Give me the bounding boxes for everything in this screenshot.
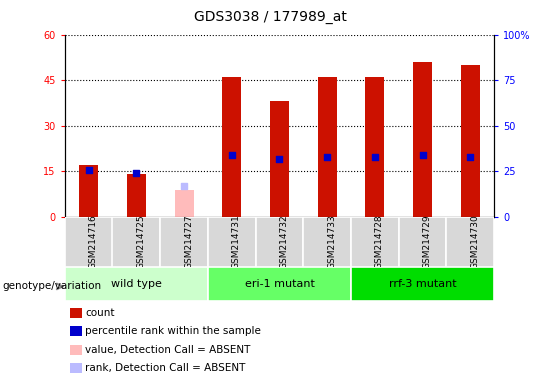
- Point: [84, 167, 93, 173]
- Text: GSM214727: GSM214727: [184, 215, 193, 269]
- Bar: [303, 217, 351, 267]
- Text: rrf-3 mutant: rrf-3 mutant: [389, 279, 456, 289]
- Bar: [447, 217, 494, 267]
- Point: [418, 152, 427, 158]
- Bar: [65, 217, 112, 267]
- Point: [227, 152, 236, 158]
- Text: eri-1 mutant: eri-1 mutant: [245, 279, 314, 289]
- Text: GSM214728: GSM214728: [375, 215, 384, 269]
- Text: percentile rank within the sample: percentile rank within the sample: [85, 326, 261, 336]
- Bar: [79, 165, 98, 217]
- Bar: [351, 217, 399, 267]
- Bar: [255, 217, 303, 267]
- Bar: [351, 267, 494, 301]
- Point: [370, 154, 379, 160]
- Bar: [160, 217, 208, 267]
- Bar: [270, 101, 289, 217]
- Bar: [208, 217, 255, 267]
- Text: rank, Detection Call = ABSENT: rank, Detection Call = ABSENT: [85, 363, 246, 373]
- Text: GSM214716: GSM214716: [89, 215, 98, 269]
- Bar: [318, 77, 337, 217]
- Bar: [127, 174, 146, 217]
- Bar: [174, 190, 194, 217]
- Text: GSM214731: GSM214731: [232, 215, 241, 269]
- Point: [466, 154, 475, 160]
- Point: [323, 154, 332, 160]
- Text: GSM214730: GSM214730: [470, 215, 480, 269]
- Bar: [413, 62, 432, 217]
- Bar: [365, 77, 384, 217]
- Text: genotype/variation: genotype/variation: [3, 281, 102, 291]
- Bar: [65, 267, 208, 301]
- Bar: [461, 65, 480, 217]
- Bar: [208, 267, 351, 301]
- Bar: [399, 217, 447, 267]
- Text: GSM214725: GSM214725: [136, 215, 145, 269]
- Bar: [222, 77, 241, 217]
- Text: wild type: wild type: [111, 279, 162, 289]
- Text: GSM214732: GSM214732: [280, 215, 288, 269]
- Text: value, Detection Call = ABSENT: value, Detection Call = ABSENT: [85, 345, 251, 355]
- Text: GSM214729: GSM214729: [422, 215, 431, 269]
- Point: [275, 156, 284, 162]
- Point: [132, 170, 140, 176]
- Text: count: count: [85, 308, 115, 318]
- Bar: [112, 217, 160, 267]
- Point: [180, 183, 188, 189]
- Text: GSM214733: GSM214733: [327, 215, 336, 269]
- Text: GDS3038 / 177989_at: GDS3038 / 177989_at: [193, 10, 347, 23]
